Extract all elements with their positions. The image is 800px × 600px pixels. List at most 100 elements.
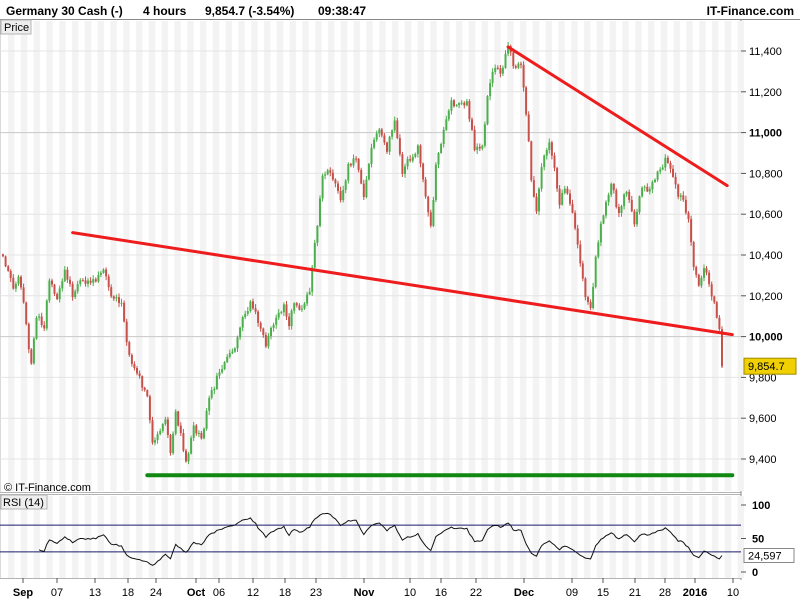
price-grid-band — [8, 21, 15, 491]
candle-body — [522, 64, 525, 88]
candle-body — [419, 145, 422, 164]
candle-body — [527, 114, 530, 142]
candle-body — [501, 67, 504, 74]
price-tick-label: 10,800 — [749, 168, 783, 180]
candle-body — [362, 183, 365, 198]
rsi-grid-band — [558, 496, 565, 578]
candle-body — [666, 157, 669, 163]
price-grid-band — [136, 21, 143, 491]
candle-body — [169, 435, 172, 454]
candle-body — [612, 183, 615, 191]
candle-body — [2, 254, 4, 257]
candle-body — [648, 189, 651, 192]
price-grid-band — [366, 21, 373, 491]
candle-body — [115, 297, 118, 299]
trendline-upper-resistance — [506, 45, 729, 188]
rsi-panel-tab — [0, 494, 48, 510]
price-grid-band — [609, 21, 616, 491]
candle-body — [239, 327, 242, 338]
candle-body — [40, 316, 43, 325]
price-grid-band — [20, 21, 28, 491]
rsi-grid-band — [174, 496, 181, 578]
candle-body — [321, 175, 324, 199]
candle-body — [213, 388, 216, 391]
candle-body — [380, 129, 383, 136]
price-tick-label: 10,400 — [749, 250, 783, 262]
candle-body — [71, 283, 74, 298]
rsi-grid-band — [136, 496, 143, 578]
candle-body — [53, 284, 56, 294]
candle-body — [442, 129, 445, 144]
candle-body — [285, 304, 288, 317]
rsi-grid-band — [20, 496, 28, 578]
candle-body — [695, 266, 698, 275]
candle-body — [684, 199, 687, 213]
price-grid-band — [443, 21, 450, 491]
price-tick-label: 9,400 — [749, 454, 777, 466]
candle-body — [543, 155, 546, 168]
rsi-grid-band — [481, 496, 488, 578]
candle-body — [349, 163, 352, 166]
price-grid-band — [635, 21, 642, 491]
candle-body — [574, 212, 577, 229]
candle-body — [14, 283, 17, 289]
candle-body — [221, 369, 224, 373]
candle-body — [254, 308, 257, 312]
candle-body — [687, 212, 690, 219]
candle-body — [378, 129, 381, 134]
rsi-grid-band — [571, 496, 578, 578]
rsi-grid-band — [417, 496, 424, 578]
candle-body — [347, 163, 350, 181]
candle-body — [643, 186, 646, 188]
candle-body — [182, 433, 185, 451]
candle-body — [331, 172, 334, 180]
price-grid-band — [72, 21, 79, 491]
candle-body — [453, 100, 455, 107]
candle-body — [463, 102, 466, 106]
brand-label: IT-Finance.com — [707, 4, 794, 18]
candle-body — [118, 297, 120, 304]
rsi-grid-band — [507, 496, 514, 578]
rsi-grid-band — [622, 496, 629, 578]
candle-body — [690, 219, 693, 243]
candle-body — [478, 146, 481, 149]
candle-body — [620, 206, 623, 213]
candle-body — [316, 225, 319, 243]
candle-body — [45, 300, 48, 329]
candle-body — [532, 180, 535, 197]
candle-body — [136, 368, 138, 374]
candle-body — [617, 207, 620, 213]
rsi-grid-band — [686, 496, 693, 578]
candle-body — [661, 167, 664, 170]
candle-body — [58, 288, 61, 300]
x-tick-label: 28 — [659, 587, 671, 599]
candle-body — [391, 130, 394, 137]
price-panel-label: Price — [4, 22, 29, 34]
candle-body — [342, 190, 345, 201]
price-grid-band — [596, 21, 604, 491]
candle-body — [22, 287, 25, 303]
candle-body — [566, 188, 569, 194]
candle-body — [579, 244, 582, 264]
rsi-grid-band — [366, 496, 373, 578]
price-tick-label: 9,600 — [749, 413, 777, 425]
candle-body — [355, 158, 358, 160]
candle-body — [99, 272, 102, 275]
candle-body — [84, 280, 87, 284]
candle-body — [692, 242, 695, 267]
candle-body — [594, 256, 597, 287]
candle-body — [656, 171, 659, 180]
candle-body — [112, 296, 115, 299]
candle-body — [437, 153, 440, 165]
price-grid-band — [724, 21, 732, 491]
candle-body — [306, 294, 309, 304]
candle-body — [161, 423, 164, 431]
candle-body — [107, 276, 110, 288]
candle-body — [651, 182, 654, 190]
rsi-current-badge — [743, 548, 795, 563]
price-grid-band — [584, 21, 591, 491]
candle-body — [473, 129, 476, 151]
candle-body — [125, 321, 128, 343]
rsi-grid-band — [660, 496, 668, 578]
quote-label: 9,854.7 (-3.54%) — [205, 4, 294, 18]
